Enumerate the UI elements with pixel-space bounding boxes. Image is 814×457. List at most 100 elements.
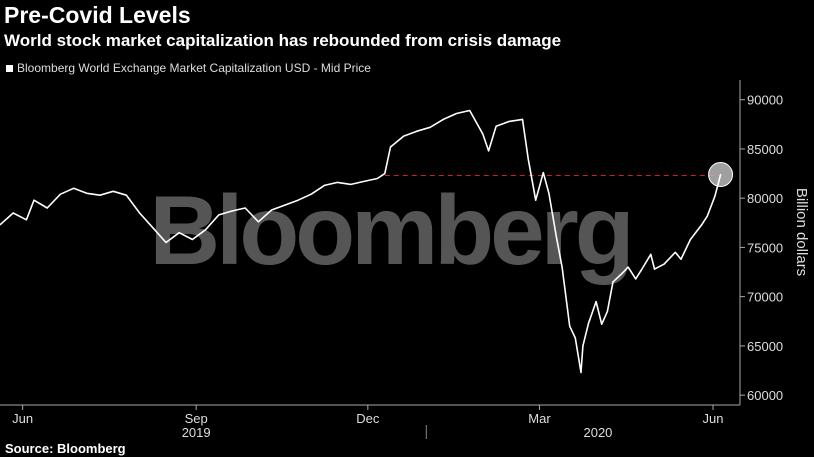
data-point bbox=[455, 112, 458, 115]
data-point bbox=[363, 180, 365, 182]
y-axis: 60000 65000 70000 75000 80000 85000 90000 bbox=[740, 93, 783, 403]
x-tick-label: Jun bbox=[12, 411, 33, 426]
data-point bbox=[606, 310, 609, 312]
data-point bbox=[701, 224, 703, 226]
data-point bbox=[33, 199, 35, 201]
data-point bbox=[178, 232, 180, 234]
data-point bbox=[152, 227, 154, 229]
data-point bbox=[674, 251, 676, 253]
data-point bbox=[706, 215, 709, 217]
data-point bbox=[521, 118, 524, 120]
x-year-label: 2020 bbox=[583, 425, 612, 440]
data-point bbox=[244, 207, 246, 209]
series-group bbox=[0, 109, 722, 374]
y-axis-label: Billion dollars bbox=[793, 188, 810, 276]
y-tick-label: 85000 bbox=[747, 142, 783, 157]
data-point bbox=[416, 130, 418, 132]
data-point bbox=[640, 269, 642, 271]
legend: Bloomberg World Exchange Market Capitali… bbox=[6, 61, 371, 75]
data-point bbox=[621, 272, 624, 274]
watermark: Bloomberg bbox=[149, 175, 630, 285]
data-point bbox=[569, 325, 571, 327]
data-point bbox=[548, 192, 550, 194]
data-point bbox=[271, 209, 273, 211]
y-tick-label: 60000 bbox=[747, 388, 783, 403]
chart-title: Pre-Covid Levels bbox=[4, 2, 191, 28]
y-tick-label: 80000 bbox=[747, 191, 783, 206]
data-point bbox=[720, 173, 722, 176]
data-point bbox=[601, 323, 603, 325]
data-point bbox=[86, 192, 88, 194]
legend-label: Bloomberg World Exchange Market Capitali… bbox=[17, 61, 371, 75]
data-point bbox=[231, 210, 233, 212]
y-tick-label: 75000 bbox=[747, 240, 783, 255]
data-point bbox=[535, 199, 537, 201]
data-point bbox=[337, 181, 339, 183]
data-point bbox=[482, 133, 484, 135]
chart-subtitle: World stock market capitalization has re… bbox=[4, 31, 562, 50]
data-point bbox=[555, 237, 558, 239]
data-point bbox=[12, 212, 14, 214]
data-point bbox=[99, 194, 101, 196]
data-point bbox=[25, 219, 27, 221]
data-point bbox=[73, 187, 75, 189]
data-point bbox=[689, 238, 692, 241]
data-point bbox=[46, 207, 48, 209]
x-year-label: 2019 bbox=[182, 425, 211, 440]
series-line bbox=[0, 109, 722, 374]
data-point bbox=[165, 241, 167, 244]
data-point bbox=[595, 301, 597, 303]
x-axis: Jun Sep Dec Mar Jun 2019 2020 bbox=[12, 405, 724, 440]
data-point bbox=[297, 199, 299, 201]
x-tick-label: Sep bbox=[185, 411, 208, 426]
data-point bbox=[527, 158, 529, 160]
data-point bbox=[580, 371, 582, 374]
data-point bbox=[376, 177, 378, 180]
data-point bbox=[653, 268, 656, 270]
y-tick-label: 90000 bbox=[747, 93, 783, 108]
data-point bbox=[508, 120, 510, 122]
data-point bbox=[350, 183, 352, 185]
data-point bbox=[488, 150, 490, 152]
data-point bbox=[429, 126, 431, 128]
data-point bbox=[384, 173, 386, 175]
data-point bbox=[0, 224, 1, 226]
data-point bbox=[542, 172, 544, 174]
y-tick-label: 70000 bbox=[747, 290, 783, 305]
data-point bbox=[284, 204, 286, 206]
x-tick-label: Mar bbox=[528, 411, 551, 426]
data-point bbox=[191, 238, 193, 241]
data-point bbox=[714, 195, 716, 197]
data-point bbox=[205, 229, 207, 231]
data-point bbox=[495, 125, 497, 127]
data-point bbox=[389, 146, 392, 148]
source-note: Source: Bloomberg bbox=[5, 441, 126, 456]
data-point bbox=[218, 214, 220, 216]
data-point bbox=[257, 221, 259, 223]
data-point bbox=[310, 193, 312, 195]
data-point bbox=[403, 135, 405, 137]
data-point bbox=[650, 253, 652, 255]
data-point bbox=[680, 258, 682, 260]
data-point bbox=[323, 184, 325, 186]
y-tick-label: 65000 bbox=[747, 339, 783, 354]
x-tick-label: Dec bbox=[356, 411, 380, 426]
data-point bbox=[442, 118, 444, 120]
data-point bbox=[469, 109, 471, 112]
data-point bbox=[612, 281, 614, 283]
data-point bbox=[587, 322, 590, 324]
data-point bbox=[582, 345, 584, 347]
data-point bbox=[574, 337, 576, 339]
data-point bbox=[125, 194, 127, 196]
data-point bbox=[139, 212, 141, 214]
plot-frame bbox=[0, 80, 741, 406]
data-point bbox=[112, 190, 114, 192]
data-point bbox=[663, 263, 665, 265]
data-point bbox=[59, 193, 62, 195]
data-point bbox=[635, 278, 637, 280]
data-point bbox=[627, 266, 629, 268]
data-point bbox=[561, 266, 563, 268]
x-tick-label: Jun bbox=[703, 411, 724, 426]
legend-swatch bbox=[6, 65, 13, 72]
